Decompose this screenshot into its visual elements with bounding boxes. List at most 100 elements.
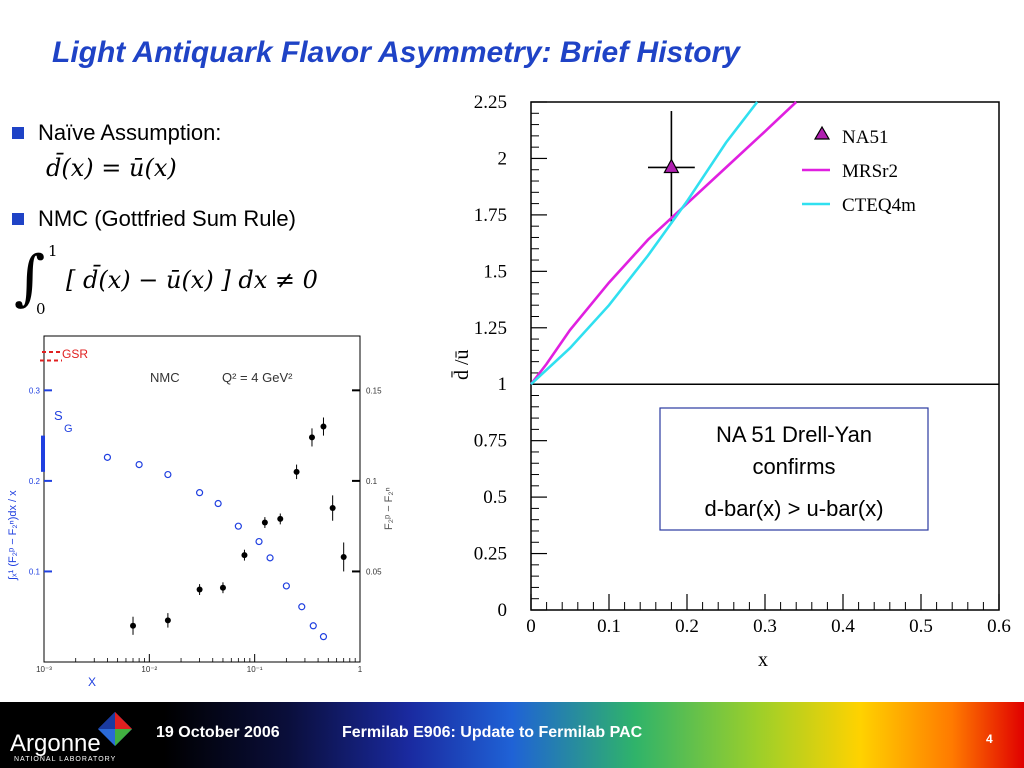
- main-x-tick-label: 0.5: [909, 616, 933, 637]
- nmc-annotation: NMC: [150, 370, 180, 385]
- nmc-plot-border: [43, 335, 361, 663]
- main-plot-border: [530, 101, 1000, 611]
- main-x-axis-label: x: [758, 649, 768, 671]
- nmc-filled-point: [320, 423, 327, 430]
- legend-mrsr2-label: MRSr2: [842, 161, 898, 182]
- nmc-open-point: [266, 554, 274, 562]
- nmc-filled-point: [293, 468, 300, 475]
- bullet-square-icon: [12, 213, 24, 225]
- main-x-tick-label: 0.3: [753, 616, 777, 637]
- nmc-right-y-label: F₂ᵖ − F₂ⁿ: [383, 487, 395, 530]
- nmc-open-point: [234, 522, 242, 530]
- main-data-marks: [529, 101, 798, 386]
- argonne-logo-subtitle: NATIONAL LABORATORY: [14, 756, 117, 763]
- nmc-open-point: [214, 499, 222, 508]
- nmc-x-tick-label: 10⁻²: [141, 665, 157, 674]
- nmc-legend-gsr-label: GSR: [62, 347, 88, 361]
- main-y-tick-label: 1: [498, 374, 508, 395]
- nmc-gottfried-chart: 10⁻³ 10⁻² 10⁻¹ 1 0.1 0.2 0.3 0.05 0.1 0.15 X NMC …: [7, 335, 395, 689]
- integral-lower-limit: 0: [36, 300, 46, 318]
- argonne-logo-icon: [98, 712, 132, 746]
- nmc-sg-label-s: S: [54, 408, 63, 423]
- series-line-cteq4m: [530, 101, 759, 386]
- footer-page-number: 4: [986, 732, 993, 746]
- main-y-tick-label: 0.75: [474, 431, 507, 452]
- integral-upper-limit: 1: [48, 242, 58, 260]
- nmc-left-y-label: ∫ₓ¹ (F₂ᵖ − F₂ⁿ)dx / x: [7, 490, 19, 581]
- main-y-tick-label: 2: [498, 148, 508, 169]
- main-y-tick-label: 0.5: [483, 487, 507, 508]
- nmc-open-point: [195, 489, 204, 497]
- main-y-tick-label: 2.25: [474, 92, 507, 113]
- main-ticks: 0 0.1 0.2 0.3 0.4 0.5 0.6 0 0.25 0.5 0.75 1 1.25 1.5 1…: [474, 92, 1011, 637]
- footer-event: Fermilab E906: Update to Fermilab PAC: [342, 724, 643, 741]
- main-y-tick-label: 1.5: [483, 261, 507, 282]
- bullet-square-icon: [12, 127, 24, 139]
- nmc-sg-label-g: G: [64, 423, 73, 435]
- nmc-left-tick-label: 0.3: [29, 386, 41, 395]
- legend-na51-label: NA51: [842, 127, 888, 148]
- main-plot-frame: [530, 101, 1000, 611]
- main-y-tick-label: 0: [498, 600, 508, 621]
- nmc-data-marks: [40, 351, 347, 641]
- naive-formula: d̄(x) = ū(x): [46, 154, 177, 182]
- bullet-naive: Naïve Assumption:: [12, 120, 221, 146]
- nmc-right-tick-label: 0.05: [366, 567, 382, 576]
- nmc-q2-annotation: Q² = 4 GeV²: [222, 370, 293, 385]
- callout-box: [659, 407, 929, 531]
- nmc-filled-point: [196, 586, 203, 593]
- main-y-tick-label: 1.25: [474, 318, 507, 339]
- main-y-axis-label: d̄ /ū: [450, 349, 473, 380]
- nmc-x-tick-label: 10⁻¹: [247, 665, 263, 674]
- nmc-formula: [ d̄(x) − ū(x) ] dx ≠ 0: [66, 266, 318, 294]
- nmc-filled-point: [130, 622, 137, 629]
- nmc-filled-point: [277, 515, 284, 522]
- main-x-tick-label: 0.1: [597, 616, 621, 637]
- integral-sign-icon: ∫: [14, 243, 46, 313]
- main-x-tick-label: 0.6: [987, 616, 1011, 637]
- callout-line-2: confirms: [752, 454, 835, 479]
- nmc-open-point: [309, 622, 317, 630]
- na51-point: [663, 158, 680, 174]
- legend-cteq4m-label: CTEQ4m: [842, 195, 916, 216]
- nmc-x-axis-label: X: [88, 675, 96, 689]
- nmc-open-point: [164, 470, 172, 479]
- nmc-filled-point: [340, 553, 347, 560]
- callout-line-3: d-bar(x) > u-bar(x): [704, 496, 883, 521]
- main-y-tick-label: 0.25: [474, 544, 507, 565]
- bullet-nmc: NMC (Gottfried Sum Rule): [12, 206, 296, 232]
- main-x-tick-label: 0.4: [831, 616, 855, 637]
- series-line-mrsr2: [529, 101, 798, 385]
- main-x-tick-label: 0.2: [675, 616, 699, 637]
- bullet-naive-label: Naïve Assumption:: [38, 120, 222, 145]
- nmc-right-tick-label: 0.1: [366, 477, 378, 486]
- nmc-filled-point: [164, 617, 171, 624]
- footer-date: 19 October 2006: [156, 724, 280, 741]
- nmc-text: X NMC Q² = 4 GeV² GSR S G ∫ₓ¹ (F₂ᵖ − F₂ⁿ…: [7, 347, 395, 689]
- nmc-open-point: [298, 603, 306, 611]
- footer-bar: Argonne NATIONAL LABORATORY 19 October 2…: [0, 702, 1024, 768]
- main-legend: NA51 MRSr2 CTEQ4m: [802, 125, 916, 216]
- nmc-open-point: [282, 582, 290, 590]
- nmc-open-point: [255, 537, 263, 546]
- nmc-x-tick-label: 10⁻³: [36, 665, 52, 674]
- nmc-open-point: [319, 633, 328, 641]
- slide-title: Light Antiquark Flavor Asymmetry: Brief …: [52, 36, 740, 69]
- nmc-filled-point: [308, 434, 315, 441]
- main-y-tick-label: 1.75: [474, 205, 507, 226]
- callout-line-1: NA 51 Drell-Yan: [716, 422, 872, 447]
- legend-na51-marker: [813, 125, 831, 140]
- nmc-ticks: 10⁻³ 10⁻² 10⁻¹ 1 0.1 0.2 0.3 0.05 0.1 0.15: [29, 386, 382, 674]
- nmc-left-tick-label: 0.2: [29, 477, 41, 486]
- bullet-nmc-label: NMC (Gottfried Sum Rule): [38, 206, 296, 231]
- nmc-open-point: [135, 460, 143, 469]
- nmc-plot-frame: [43, 335, 361, 663]
- argonne-logo-text: Argonne: [10, 730, 101, 757]
- nmc-filled-point: [261, 519, 268, 526]
- nmc-right-tick-label: 0.15: [366, 386, 382, 395]
- nmc-filled-point: [329, 505, 336, 512]
- nmc-x-tick-label: 1: [358, 665, 363, 674]
- na51-ratio-chart: 0 0.1 0.2 0.3 0.4 0.5 0.6 0 0.25 0.5 0.75 1 1.25 1.5 1…: [450, 92, 1011, 671]
- nmc-sg-band: [41, 435, 45, 472]
- nmc-left-tick-label: 0.1: [29, 567, 41, 576]
